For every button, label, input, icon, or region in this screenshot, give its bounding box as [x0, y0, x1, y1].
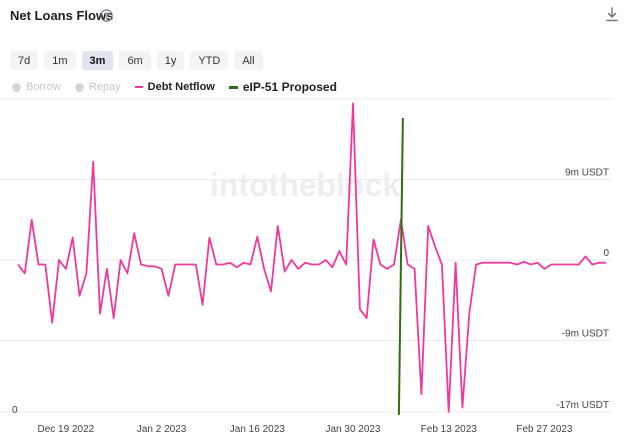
watermark: intotheblock	[210, 167, 400, 203]
y-tick-label: -17m USDT	[556, 400, 609, 411]
x-tick-label: Jan 16 2023	[230, 424, 285, 435]
legend-label-debt-netflow: Debt Netflow	[147, 81, 215, 93]
range-button-all[interactable]: All	[234, 51, 263, 70]
y-tick-label: 9m USDT	[565, 168, 609, 179]
event-marker-line	[397, 117, 404, 416]
svg-text:?: ?	[104, 11, 109, 21]
legend-label-repay: Repay	[88, 81, 121, 93]
chart-legend: Borrow Repay Debt Netflow eIP-51 Propose…	[12, 80, 351, 94]
legend-dot-icon	[12, 82, 21, 92]
legend-label-eip-51: eIP-51 Proposed	[242, 80, 337, 94]
legend-dot-icon	[74, 82, 84, 92]
legend-line-icon	[228, 85, 238, 89]
range-button-ytd[interactable]: YTD	[190, 51, 229, 70]
y-tick-label: 0	[603, 248, 609, 259]
range-button-1y[interactable]: 1y	[156, 51, 185, 70]
series-line-debt-netflow	[17, 102, 606, 413]
x-tick-label: Jan 30 2023	[325, 424, 380, 435]
legend-item-borrow[interactable]: Borrow	[12, 81, 61, 93]
range-button-6m[interactable]: 6m	[119, 51, 151, 70]
question-circle-icon[interactable]: ?	[100, 9, 113, 22]
time-range-selector: 7d 1m 3m 6m 1y YTD All	[10, 51, 263, 70]
y-left-label: 0	[12, 405, 18, 416]
download-icon[interactable]	[605, 7, 619, 22]
legend-label-borrow: Borrow	[26, 81, 61, 93]
x-tick-label: Feb 13 2023	[421, 424, 478, 435]
range-button-3m[interactable]: 3m	[81, 51, 114, 70]
chart-title: Net Loans Flows	[10, 8, 114, 23]
range-button-1m[interactable]: 1m	[44, 51, 76, 70]
x-tick-label: Feb 27 2023	[516, 424, 573, 435]
range-button-7d[interactable]: 7d	[10, 51, 39, 70]
legend-line-icon	[134, 86, 143, 88]
legend-item-repay[interactable]: Repay	[74, 81, 121, 93]
legend-item-debt-netflow[interactable]: Debt Netflow	[134, 81, 215, 93]
legend-item-eip-51[interactable]: eIP-51 Proposed	[228, 80, 337, 94]
x-tick-label: Jan 2 2023	[137, 424, 187, 435]
y-tick-label: -9m USDT	[562, 328, 609, 339]
x-tick-label: Dec 19 2022	[38, 424, 95, 435]
